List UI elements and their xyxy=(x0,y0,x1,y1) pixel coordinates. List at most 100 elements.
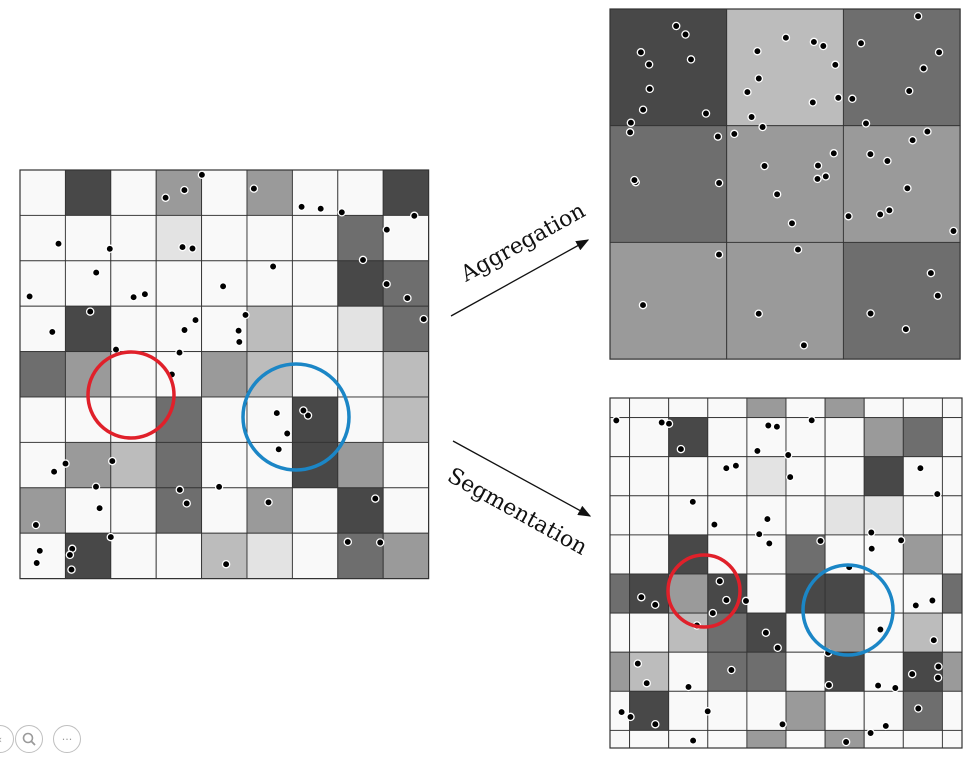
grid-cell xyxy=(941,690,962,731)
grid-cell xyxy=(629,612,670,653)
grid-cell xyxy=(155,214,203,262)
sample-point xyxy=(303,411,313,420)
sample-point xyxy=(633,659,643,668)
grid-cell xyxy=(19,441,66,489)
grid-cell xyxy=(201,351,248,398)
grid-cell xyxy=(785,495,826,536)
sample-point xyxy=(754,309,763,318)
sample-point xyxy=(630,175,639,185)
grid-cell xyxy=(668,573,709,614)
segmentation-label: Segmentation xyxy=(443,463,591,560)
grid-cell xyxy=(941,729,962,748)
sample-point xyxy=(727,665,736,675)
grid-cell xyxy=(337,214,384,262)
grid-cell xyxy=(291,214,339,262)
grid-cell xyxy=(110,169,157,216)
grid-cell xyxy=(746,456,787,497)
sample-point xyxy=(949,226,958,236)
grid-cell xyxy=(19,305,66,353)
sample-point xyxy=(722,463,731,473)
sample-point xyxy=(299,406,308,415)
sample-point xyxy=(821,172,831,181)
sample-point xyxy=(175,348,184,357)
sample-point xyxy=(282,429,292,438)
sample-point xyxy=(773,643,782,653)
zoom-control[interactable] xyxy=(15,725,43,753)
sample-point xyxy=(684,682,693,692)
grid-cell xyxy=(246,305,293,353)
grid-cell xyxy=(726,125,844,243)
sample-point xyxy=(747,112,756,122)
sample-point xyxy=(783,450,793,460)
sample-point xyxy=(923,127,932,136)
sample-point xyxy=(54,239,63,248)
sample-point xyxy=(316,204,325,213)
grid-cell xyxy=(785,729,826,748)
sample-point xyxy=(650,600,660,610)
sample-point xyxy=(61,459,70,468)
sample-point xyxy=(214,482,224,492)
grid-cell xyxy=(201,487,248,534)
grid-cell xyxy=(155,169,203,216)
sample-point xyxy=(612,416,621,425)
sample-point xyxy=(763,514,772,524)
sample-point xyxy=(933,489,942,499)
sample-point xyxy=(637,592,646,602)
grid-cell xyxy=(668,456,709,497)
sample-point xyxy=(638,300,648,310)
sample-point xyxy=(625,128,635,137)
sample-point xyxy=(861,119,871,128)
grid-cell xyxy=(110,351,157,398)
grid-cell xyxy=(337,441,384,489)
sample-point xyxy=(834,93,843,103)
grid-cell xyxy=(337,260,384,307)
sample-point xyxy=(688,497,698,507)
sample-point xyxy=(808,98,818,107)
sample-point xyxy=(297,202,306,212)
sample-point xyxy=(787,219,797,228)
grid-cell xyxy=(668,612,709,653)
sample-point xyxy=(106,532,116,542)
grid-cell xyxy=(842,125,961,243)
more-control[interactable]: ··· xyxy=(53,725,81,753)
grid-cell xyxy=(201,532,248,580)
grid-border xyxy=(609,8,961,360)
sample-point xyxy=(274,445,283,454)
grid-cell xyxy=(382,532,430,580)
sample-point xyxy=(824,680,834,690)
grid-cell xyxy=(668,495,709,536)
sample-point xyxy=(95,503,104,513)
sample-point xyxy=(933,673,943,682)
sample-point xyxy=(896,536,906,545)
grid-border xyxy=(19,169,430,580)
aggregation-label: Aggregation xyxy=(456,198,590,287)
grid-cell xyxy=(19,396,66,443)
sample-point xyxy=(191,315,200,325)
grid-cell xyxy=(201,396,248,443)
sample-point xyxy=(844,211,853,221)
sample-point xyxy=(178,242,187,252)
arrow-left-icon: ‹ xyxy=(0,733,2,746)
grid-cell xyxy=(941,651,962,692)
sample-point xyxy=(753,46,762,56)
grid-cell xyxy=(746,651,787,692)
sample-point xyxy=(891,683,900,693)
sample-point xyxy=(819,41,828,51)
sample-point xyxy=(867,544,876,553)
grid-cell xyxy=(155,260,203,307)
sample-point xyxy=(708,608,718,618)
sample-point xyxy=(907,669,917,679)
sample-point xyxy=(140,289,150,299)
sample-point xyxy=(65,550,75,560)
sample-point xyxy=(741,596,751,606)
sample-point xyxy=(710,520,719,529)
grid-cell xyxy=(337,351,384,398)
grid-cell xyxy=(842,241,961,360)
sample-point xyxy=(642,678,651,688)
grid-cell xyxy=(902,417,943,458)
sample-point xyxy=(901,324,911,334)
sample-point xyxy=(343,537,353,547)
sample-point xyxy=(841,737,851,747)
sample-point xyxy=(758,122,767,132)
sample-point xyxy=(382,225,392,234)
